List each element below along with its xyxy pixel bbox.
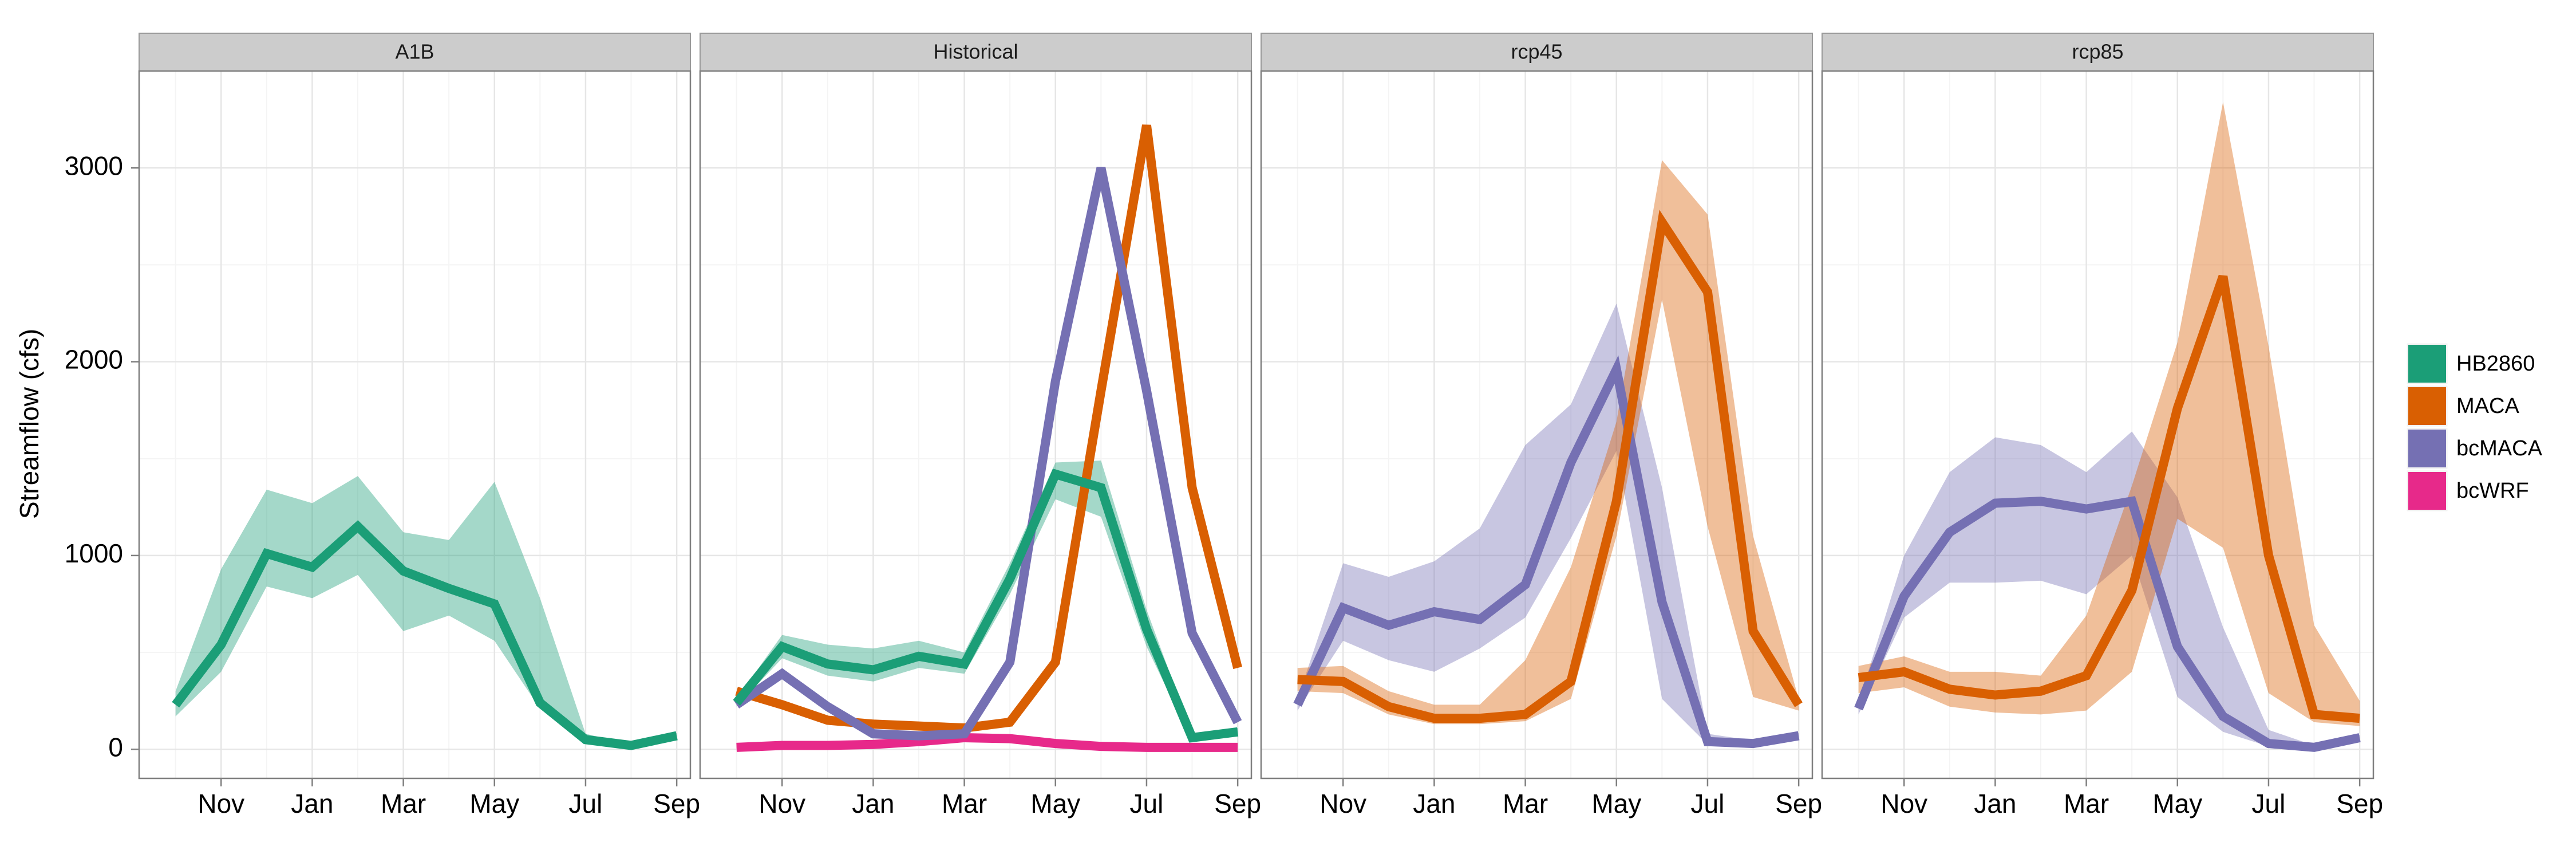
facet-strip xyxy=(700,33,1252,72)
x-tick-label: Sep xyxy=(653,789,700,818)
facet-label: rcp85 xyxy=(2072,40,2123,64)
series-line-bcwrf xyxy=(736,733,1238,752)
legend-swatch-bcwrf xyxy=(2408,472,2446,510)
series-line-maca xyxy=(1297,210,1803,723)
panel-historical: Historical Nov Jan Mar May Jul Sep xyxy=(699,33,1261,818)
facet-label: A1B xyxy=(395,40,434,64)
x-tick-label: Nov xyxy=(1880,789,1927,818)
y-tick-label: 3000 xyxy=(65,151,123,180)
x-tick-label: Sep xyxy=(2336,789,2383,818)
x-tick-label: Nov xyxy=(758,789,805,818)
x-tick-label: Jan xyxy=(1413,789,1455,818)
y-tick-label: 1000 xyxy=(65,538,123,568)
facet-strip xyxy=(139,33,691,72)
x-tick-label: Nov xyxy=(1319,789,1366,818)
x-tick-label: May xyxy=(469,789,519,818)
x-tick-label: May xyxy=(1030,789,1080,818)
x-tick-label: Jan xyxy=(852,789,894,818)
legend-swatch-bcmaca xyxy=(2408,430,2446,467)
x-tick-label: Jan xyxy=(291,789,333,818)
facet-strip xyxy=(1261,33,1813,72)
panel-border xyxy=(699,70,1253,780)
panel-border xyxy=(1260,70,1814,780)
series-line-hb2860 xyxy=(733,469,1239,743)
x-tick-label: Mar xyxy=(2064,789,2109,818)
ribbon-hb2860 xyxy=(175,476,677,747)
facet-label: rcp45 xyxy=(1511,40,1562,64)
legend-label-bcmaca: bcMACA xyxy=(2456,436,2543,460)
series-line-bcmaca xyxy=(1293,355,1800,749)
panel-border xyxy=(138,70,692,780)
ribbon-maca xyxy=(1297,160,1799,725)
legend-label-hb2860: HB2860 xyxy=(2456,352,2535,376)
ribbon-maca xyxy=(1858,102,2360,726)
x-tick-label: Sep xyxy=(1775,789,1822,818)
legend: HB2860 MACA bcMACA bcWRF xyxy=(2405,341,2543,513)
legend-swatch-hb2860 xyxy=(2408,345,2446,383)
x-tick-label: Jan xyxy=(1974,789,2016,818)
series-line-maca xyxy=(735,124,1242,733)
x-tick-label: Sep xyxy=(1214,789,1261,818)
panel-a1b: A1B Nov Jan Mar May Jul Sep xyxy=(138,33,700,818)
x-tick-label: Jul xyxy=(2252,789,2286,818)
x-tick-label: Jul xyxy=(1130,789,1164,818)
series-line-maca xyxy=(1858,275,2360,723)
x-tick-label: Mar xyxy=(1503,789,1548,818)
x-tick-label: Jul xyxy=(569,789,603,818)
panel-rcp85: rcp85 Nov Jan Mar May Jul Sep xyxy=(1821,33,2383,818)
series-line-hb2860 xyxy=(172,520,678,750)
legend-label-bcwrf: bcWRF xyxy=(2456,479,2529,503)
legend-label-maca: MACA xyxy=(2456,394,2519,418)
plot-area xyxy=(139,71,690,778)
series-line-bcmaca xyxy=(1854,496,2361,752)
y-tick-label: 2000 xyxy=(65,345,123,375)
x-tick-label: Nov xyxy=(197,789,244,818)
x-tick-label: Mar xyxy=(942,789,987,818)
plot-area xyxy=(1261,71,1812,778)
series-line-bcmaca xyxy=(734,167,1242,741)
y-tick-label: 0 xyxy=(108,732,123,762)
y-axis-title: Streamflow (cfs) xyxy=(14,329,44,519)
facet-strip xyxy=(1822,33,2374,72)
x-tick-label: Mar xyxy=(381,789,426,818)
panel-border xyxy=(1821,70,2374,780)
panel-rcp45: rcp45 Nov Jan Mar May Jul Sep xyxy=(1260,33,1822,818)
x-tick-label: May xyxy=(1591,789,1641,818)
x-tick-label: Jul xyxy=(1691,789,1725,818)
facet-label: Historical xyxy=(933,40,1018,64)
x-tick-label: May xyxy=(2152,789,2202,818)
legend-swatch-maca xyxy=(2408,387,2446,425)
